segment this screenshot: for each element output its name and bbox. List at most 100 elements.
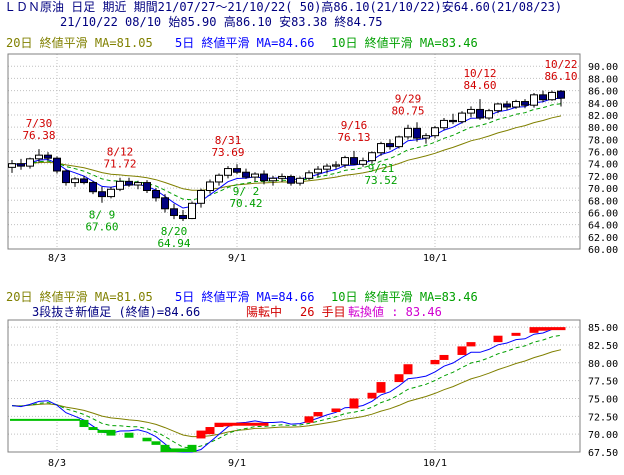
candle (386, 143, 394, 148)
candle (53, 157, 61, 172)
candle (215, 174, 223, 183)
fall-box (160, 444, 170, 452)
status-text: 転換値 : 83.46 (348, 304, 442, 319)
annotation-value: 64.94 (157, 237, 190, 250)
y-tick-label: 74.00 (588, 160, 618, 171)
annotation-value: 67.60 (85, 221, 118, 234)
candle (548, 91, 556, 101)
rise-box (331, 408, 341, 413)
candle (287, 175, 295, 184)
x-tick-label: 8/3 (48, 253, 66, 264)
candle (251, 173, 259, 178)
chart-header: ＬＤＮ原油 日足 期近 期間21/07/27～21/10/22( 50)高86.… (0, 0, 624, 32)
fall-box (178, 448, 188, 452)
candle (224, 168, 232, 176)
annotation-date: 9/ 2 (233, 185, 260, 198)
fall-box (151, 441, 161, 445)
fall-box (97, 429, 107, 433)
candle (197, 190, 205, 204)
candle (314, 168, 322, 174)
annotation-value: 73.52 (364, 174, 397, 187)
plot-frame (7, 53, 581, 250)
rise-box (367, 392, 377, 399)
candle (539, 94, 547, 101)
candle (404, 127, 412, 138)
candle (233, 168, 241, 173)
rise-box (223, 422, 233, 427)
rise-box (349, 398, 359, 409)
fall-box (106, 429, 116, 436)
candle (341, 157, 349, 166)
candle (332, 164, 340, 167)
candle (422, 135, 430, 139)
candle (476, 108, 484, 119)
candle (98, 191, 106, 198)
candle (269, 177, 277, 182)
fall-box (187, 444, 197, 452)
annotation-date: 8/12 (107, 146, 134, 159)
candle (377, 143, 385, 154)
candle (296, 177, 304, 184)
candle (161, 197, 169, 210)
rise-box (196, 430, 206, 439)
x-tick-label: 10/1 (423, 458, 447, 469)
y-tick-label: 75.00 (588, 394, 618, 405)
y-tick-label: 62.00 (588, 233, 618, 244)
candle (44, 154, 52, 159)
rise-box (538, 327, 548, 331)
candle (143, 182, 151, 191)
annotation-date: 8/ 9 (89, 209, 116, 222)
annotation-date: 10/22 (544, 58, 577, 71)
annotation-date: 10/12 (463, 67, 496, 80)
candle (116, 180, 124, 190)
fall-box (142, 437, 152, 442)
fall-box (88, 427, 98, 431)
rise-box (457, 346, 467, 355)
y-tick-label: 84.00 (588, 99, 618, 110)
candle (557, 90, 565, 99)
candle (107, 188, 115, 198)
candle (449, 119, 457, 123)
candle (179, 214, 187, 220)
candle (323, 165, 331, 170)
header-latest-bar: 21/10/22 08/10 始85.90 高86.10 安83.38 終84.… (60, 15, 383, 29)
annotation-value: 76.38 (22, 129, 55, 142)
candle (134, 182, 142, 186)
candle (35, 154, 43, 160)
y-tick-label: 88.00 (588, 74, 618, 85)
status-text: 陽転中 (246, 304, 282, 319)
y-tick-label: 64.00 (588, 221, 618, 232)
fall-box (79, 419, 89, 428)
ma10-line (11, 103, 562, 201)
rise-box (241, 422, 251, 426)
rise-box (547, 327, 557, 331)
ma20-line (11, 349, 562, 438)
fall-box (124, 432, 134, 438)
candle (512, 101, 520, 108)
annotation-date: 9/29 (395, 93, 422, 106)
x-tick-label: 8/3 (48, 458, 66, 469)
annotation-date: 9/21 (368, 162, 395, 175)
candle (125, 180, 133, 186)
candle (8, 163, 16, 168)
y-tick-label: 82.00 (588, 111, 618, 122)
ma5-line (11, 97, 562, 209)
rise-box (313, 412, 323, 417)
candle (260, 173, 268, 182)
annotation-date: 7/30 (26, 117, 53, 130)
candle (26, 158, 34, 167)
candle (485, 110, 493, 119)
annotation-value: 70.42 (229, 197, 262, 210)
candle (170, 208, 178, 216)
annotation-value: 86.10 (544, 70, 577, 83)
plot-frame (7, 319, 581, 453)
rise-box (376, 382, 386, 393)
ma10-line (11, 334, 562, 449)
annotation-value: 84.60 (463, 79, 496, 92)
legend-item: 5日 終値平滑 MA=84.66 (175, 35, 314, 50)
status-text: 26 手目 (300, 305, 346, 319)
legend-item: 5日 終値平滑 MA=84.66 (175, 289, 314, 304)
rise-box (259, 422, 269, 426)
candle (80, 178, 88, 184)
rise-box (403, 364, 413, 375)
